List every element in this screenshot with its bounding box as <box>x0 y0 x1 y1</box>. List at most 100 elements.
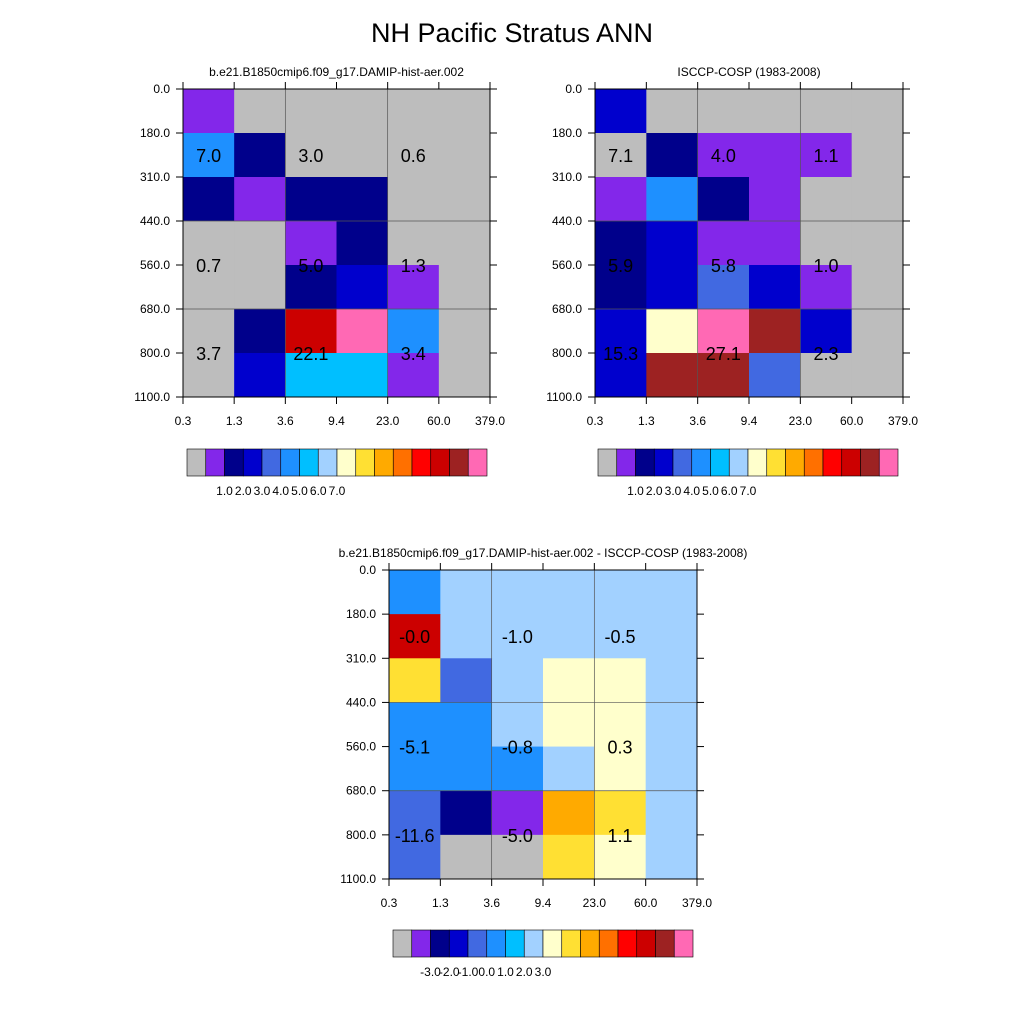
colorbar-swatch <box>392 929 413 958</box>
heatmap-cell <box>543 702 595 748</box>
colorbar-swatch <box>505 929 525 958</box>
heatmap-cell <box>595 265 647 310</box>
colorbar-label: 7.0 <box>329 484 346 498</box>
colorbar-swatch <box>523 929 544 958</box>
colorbar-label: 1.0 <box>497 965 514 979</box>
heatmap-cell <box>595 133 647 178</box>
heatmap-cell <box>646 309 699 354</box>
heatmap-cell <box>387 309 440 354</box>
heatmap-cell <box>183 221 235 266</box>
heatmap-cell <box>438 89 491 134</box>
heatmap-cell <box>800 221 853 266</box>
colorbar-label: 6.0 <box>310 484 327 498</box>
colorbar-swatch <box>411 448 432 477</box>
heatmap-cell <box>387 353 440 398</box>
heatmap-cell <box>336 265 389 310</box>
heatmap-cell <box>387 133 440 178</box>
heatmap-cell <box>645 570 698 615</box>
heatmap-cell <box>646 265 699 310</box>
x-tick-label: 3.6 <box>689 414 706 428</box>
y-tick-label: 1100.0 <box>340 872 376 886</box>
colorbar-label: 5.0 <box>291 484 308 498</box>
colorbar-label: -2.0 <box>439 965 460 979</box>
heatmap-cell <box>749 133 801 178</box>
colorbar-swatch <box>616 448 636 477</box>
sum-label: 15.3 <box>603 344 638 364</box>
sum-label: 5.9 <box>608 256 633 276</box>
heatmap-cell <box>646 89 699 134</box>
colorbar-label: -1.0 <box>458 965 479 979</box>
heatmap-cell <box>800 177 853 222</box>
colorbar-label: 2.0 <box>235 484 252 498</box>
colorbar-swatch <box>374 448 394 477</box>
y-tick-label: 560.0 <box>140 258 170 272</box>
colorbar-swatch <box>822 448 843 477</box>
colorbar-swatch <box>449 448 469 477</box>
sum-label: 1.1 <box>813 146 838 166</box>
sum-label: 7.0 <box>196 146 221 166</box>
colorbar-swatch <box>542 929 563 958</box>
heatmap-cell <box>646 177 699 222</box>
heatmap-cell <box>438 265 491 310</box>
colorbar-swatch <box>655 929 675 958</box>
x-tick-label: 0.3 <box>175 414 192 428</box>
colorbar-label: -3.0 <box>420 965 441 979</box>
colorbar-swatch <box>860 448 880 477</box>
heatmap-cell <box>234 177 286 222</box>
colorbar-swatch <box>561 929 581 958</box>
panel-1: b.e21.B1850cmip6.f09_g17.DAMIP-hist-aer.… <box>134 65 505 498</box>
heatmap-cell <box>389 658 441 703</box>
heatmap-cell <box>697 89 750 134</box>
x-tick-label: 23.0 <box>789 414 813 428</box>
sum-label: 0.3 <box>607 738 632 758</box>
heatmap-cell <box>749 309 801 354</box>
heatmap-cell <box>440 570 493 615</box>
colorbar-swatch <box>280 448 300 477</box>
heatmap-cell <box>645 658 698 703</box>
heatmap-cell <box>285 133 337 178</box>
heatmap-cell <box>645 834 698 880</box>
heatmap-cell <box>543 614 595 659</box>
heatmap-cell <box>336 177 389 222</box>
x-tick-label: 1.3 <box>638 414 655 428</box>
heatmap-cell <box>183 353 235 398</box>
colorbar-swatch <box>430 929 450 958</box>
sum-label: 1.1 <box>607 826 632 846</box>
sum-label: 2.3 <box>813 344 838 364</box>
heatmap-cell <box>438 177 491 222</box>
heatmap-cell <box>594 790 647 836</box>
heatmap-cell <box>183 177 235 222</box>
sum-label: 1.3 <box>401 256 426 276</box>
colorbar-swatch <box>747 448 768 477</box>
colorbar-label: 3.0 <box>254 484 271 498</box>
x-tick-label: 379.0 <box>682 896 712 910</box>
sum-label: 0.7 <box>196 256 221 276</box>
heatmap-cell <box>645 746 698 792</box>
heatmap-cell <box>595 89 647 134</box>
heatmap-cell <box>491 658 544 703</box>
heatmap-cell <box>336 353 389 398</box>
panel-title: ISCCP-COSP (1983-2008) <box>677 65 820 79</box>
heatmap-cell <box>594 702 647 748</box>
heatmap-cell <box>594 614 647 659</box>
heatmap-cell <box>543 570 595 615</box>
heatmap-cell <box>594 834 647 880</box>
heatmap-cell <box>387 89 440 134</box>
heatmap-cell <box>851 221 904 266</box>
x-tick-label: 3.6 <box>277 414 294 428</box>
y-tick-label: 180.0 <box>346 607 376 621</box>
heatmap-cell <box>697 133 750 178</box>
heatmap-cell <box>594 746 647 792</box>
heatmap-cell <box>851 265 904 310</box>
heatmap-cell <box>389 570 441 615</box>
heatmap-cell <box>387 221 440 266</box>
heatmap-cell <box>387 265 440 310</box>
colorbar-swatch <box>224 448 244 477</box>
heatmap-cell <box>285 89 337 134</box>
heatmap-cell <box>389 614 441 659</box>
sum-label: 5.0 <box>298 256 323 276</box>
x-tick-label: 23.0 <box>376 414 400 428</box>
heatmap-cell <box>851 133 904 178</box>
heatmap-cell <box>491 702 544 748</box>
colorbar-swatch <box>617 929 638 958</box>
